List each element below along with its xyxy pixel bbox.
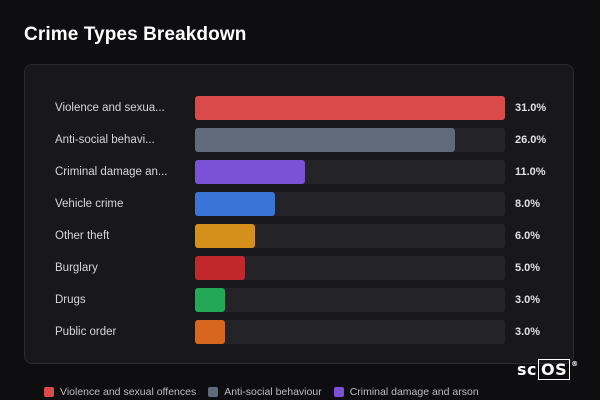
bar-row: Vehicle crime 8.0% <box>55 192 555 216</box>
bar-label: Public order <box>55 326 117 338</box>
bar-value-label: 3.0% <box>515 294 541 306</box>
chart-legend: Violence and sexual offences Anti-social … <box>44 386 479 398</box>
bar[interactable] <box>195 320 225 344</box>
bar-row: Anti-social behavi... 26.0% <box>55 128 555 152</box>
bar-track <box>195 224 505 248</box>
bar[interactable] <box>195 160 305 184</box>
legend-swatch <box>333 387 344 397</box>
bar-value-label: 11.0% <box>515 166 546 178</box>
bar-row: Drugs 3.0% <box>55 288 555 312</box>
bar[interactable] <box>195 96 505 120</box>
bar-row: Public order 3.0% <box>55 320 555 344</box>
bar-value-label: 26.0% <box>515 134 547 146</box>
bar-track <box>195 256 505 280</box>
bar[interactable] <box>195 288 225 312</box>
bar-label: Other theft <box>55 230 110 242</box>
bar-row: Burglary 5.0% <box>55 256 555 280</box>
logo-text-a: sc <box>517 360 538 379</box>
bar-row: Violence and sexua... 31.0% <box>55 96 555 120</box>
bar-label: Criminal damage an... <box>55 166 168 178</box>
bar-row: Other theft 6.0% <box>55 224 555 248</box>
legend-item[interactable]: Criminal damage and arson <box>333 386 479 398</box>
legend-label: Anti-social behaviour <box>224 386 322 398</box>
bar-value-label: 5.0% <box>515 262 541 274</box>
bar-label: Vehicle crime <box>55 198 124 210</box>
bar-track <box>195 192 505 216</box>
logo-text-b: OS <box>538 359 571 380</box>
bar-label: Violence and sexua... <box>55 102 165 114</box>
bar-label: Burglary <box>55 262 98 274</box>
bar-label: Drugs <box>55 294 86 306</box>
bar-track <box>195 160 505 184</box>
legend-swatch <box>208 387 219 397</box>
bar-label: Anti-social behavi... <box>55 134 155 146</box>
logo-registered-mark: ® <box>571 360 579 368</box>
legend-label: Violence and sexual offences <box>60 386 197 398</box>
legend-swatch <box>44 387 54 397</box>
bar[interactable] <box>195 192 275 216</box>
chart-card: Violence and sexua... 31.0% Anti-social be… <box>24 64 574 364</box>
chart-title: Crime Types Breakdown <box>24 24 247 45</box>
bar[interactable] <box>195 224 255 248</box>
bar-value-label: 3.0% <box>515 326 541 338</box>
bar-value-label: 31.0% <box>515 102 547 114</box>
bar-value-label: 6.0% <box>515 230 541 242</box>
legend-label: Criminal damage and arson <box>349 386 479 398</box>
bar-track <box>195 288 505 312</box>
legend-item[interactable]: Violence and sexual offences <box>44 386 196 398</box>
bar-track <box>195 128 505 152</box>
scos-logo: sc OS ® <box>517 359 579 380</box>
bar-row: Criminal damage an... 11.0% <box>55 160 555 184</box>
legend-item[interactable]: Anti-social behaviour <box>208 386 322 398</box>
bar-track <box>195 96 505 120</box>
bar-value-label: 8.0% <box>515 198 541 210</box>
bar-track <box>195 320 505 344</box>
bar[interactable] <box>195 256 245 280</box>
bar[interactable] <box>195 128 455 152</box>
